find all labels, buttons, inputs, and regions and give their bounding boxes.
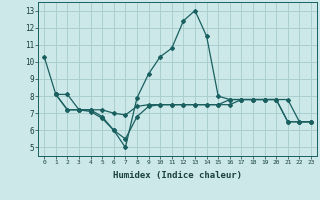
X-axis label: Humidex (Indice chaleur): Humidex (Indice chaleur) [113, 171, 242, 180]
